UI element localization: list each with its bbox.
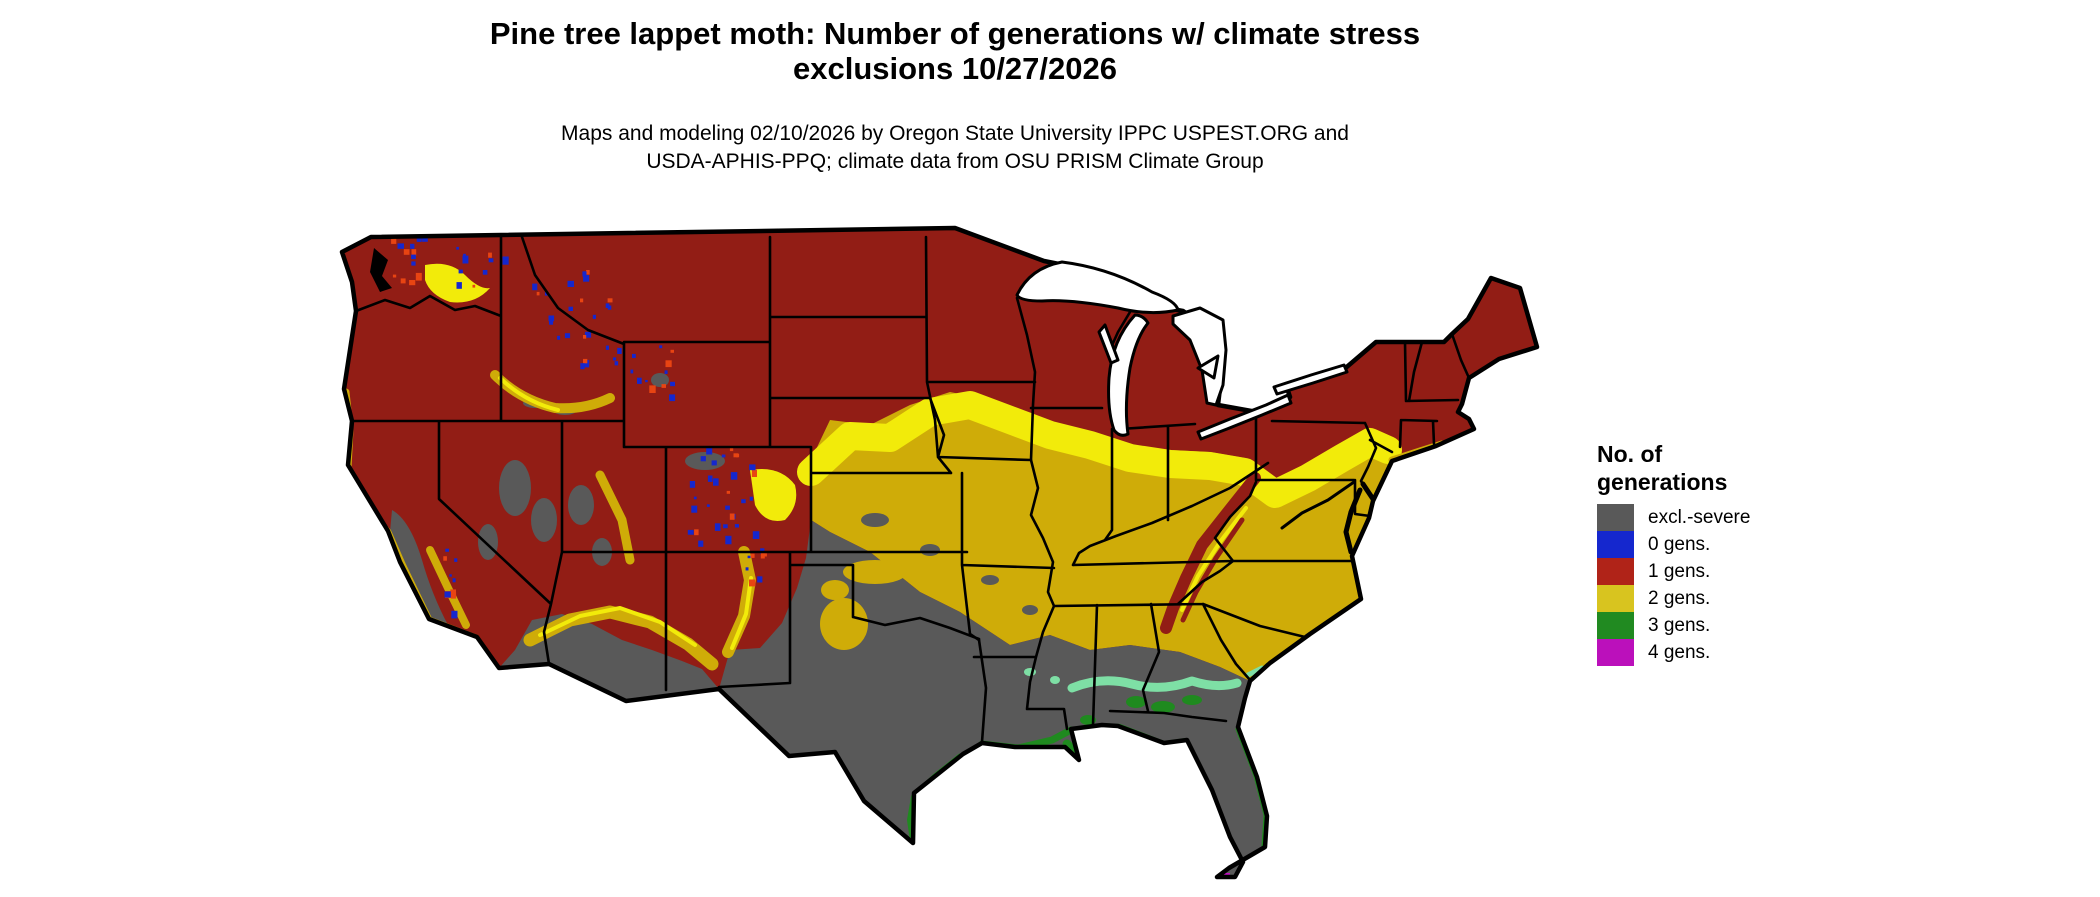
legend-swatch	[1597, 504, 1634, 531]
map-subtitle: Maps and modeling 02/10/2026 by Oregon S…	[0, 120, 1910, 176]
lake-michigan	[1107, 313, 1150, 437]
zone-excl-severe-southwest	[499, 614, 719, 701]
legend-row: 3 gens.	[1597, 612, 1867, 639]
map-title: Pine tree lappet moth: Number of generat…	[0, 16, 1910, 86]
legend-label: excl.-severe	[1648, 506, 1751, 528]
map-title-line2: exclusions 10/27/2026	[792, 51, 1117, 86]
central-valley-gray	[390, 510, 457, 650]
great-lakes	[1015, 260, 1349, 441]
legend-row: 2 gens.	[1597, 585, 1867, 612]
legend-title-line2: generations	[1597, 469, 1728, 495]
map-subtitle-line2: USDA-APHIS-PPQ; climate data from OSU PR…	[646, 150, 1264, 173]
legend: No. of generations excl.-severe 0 gens. 1 …	[1597, 440, 1867, 666]
legend-label: 1 gens.	[1648, 560, 1711, 582]
map-title-line1: Pine tree lappet moth: Number of generat…	[489, 16, 1421, 51]
transition-band	[797, 391, 1402, 508]
legend-swatch	[1597, 639, 1634, 666]
legend-swatch	[1597, 531, 1634, 558]
legend-title-line1: No. of	[1597, 441, 1663, 467]
legend-row: 1 gens.	[1597, 558, 1867, 585]
legend-label: 3 gens.	[1648, 614, 1711, 636]
legend-swatch	[1597, 558, 1634, 585]
legend-row: excl.-severe	[1597, 504, 1867, 531]
saginaw-bay	[1196, 354, 1220, 380]
mountain-speckles	[391, 235, 767, 619]
lake-superior	[1015, 260, 1180, 315]
legend-title: No. of generations	[1597, 440, 1867, 496]
legend-swatch	[1597, 585, 1634, 612]
us-generations-map	[330, 220, 1580, 892]
legend-label: 2 gens.	[1648, 587, 1711, 609]
legend-swatch	[1597, 612, 1634, 639]
legend-row: 0 gens.	[1597, 531, 1867, 558]
state-borders	[350, 235, 1471, 744]
lake-huron	[1171, 306, 1228, 407]
legend-rows: excl.-severe 0 gens. 1 gens. 2 gens. 3 gens.…	[1597, 504, 1867, 666]
lake-ontario	[1272, 363, 1349, 396]
legend-label: 4 gens.	[1648, 641, 1711, 663]
green-bay	[1097, 323, 1120, 365]
legend-row: 4 gens.	[1597, 639, 1867, 666]
lake-erie	[1196, 393, 1293, 441]
map-subtitle-line1: Maps and modeling 02/10/2026 by Oregon S…	[561, 122, 1349, 145]
legend-label: 0 gens.	[1648, 533, 1711, 555]
